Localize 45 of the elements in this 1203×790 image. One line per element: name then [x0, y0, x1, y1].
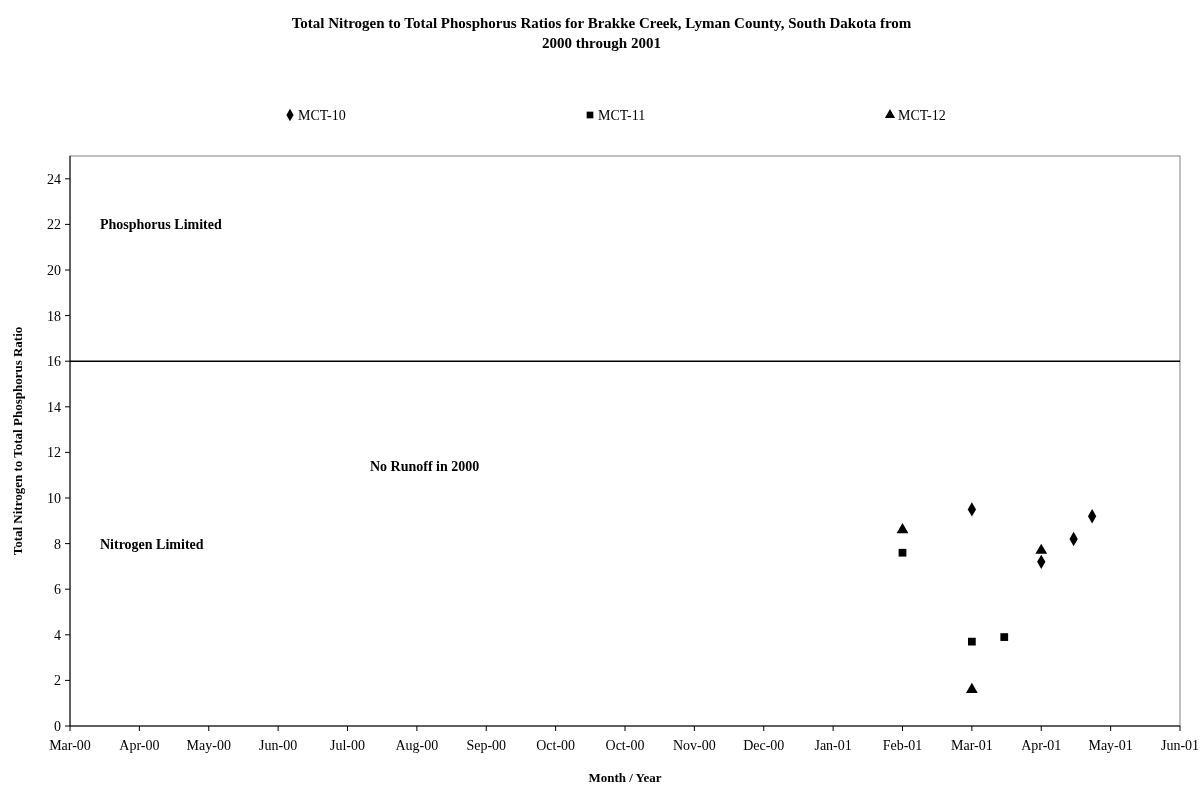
point [968, 637, 976, 646]
point [1000, 633, 1009, 641]
x-tick-label: Jun-00 [259, 738, 298, 753]
chart-title: Total Nitrogen to Total Phosphorus Ratios for Brakke Creek, Lyman County, South Dakota from 2000 through 2001 [291, 15, 912, 51]
y-axis-title: Total Nitrogen to Total Phosphorus Ratio [10, 326, 25, 556]
y-tick-label: 12 [47, 445, 61, 461]
x-tick-label: May-00 [186, 738, 231, 753]
x-axis-title: Month / Year [588, 770, 662, 785]
x-tick-label: Feb-01 [882, 738, 923, 753]
point [896, 523, 909, 534]
x-tick-label: Jan-01 [814, 738, 852, 753]
x-tick-label: Jul-00 [330, 738, 365, 753]
y-tick-label: 18 [47, 308, 61, 324]
x-tick-label: May-01 [1088, 738, 1133, 753]
x-tick-label: Apr-01 [1021, 738, 1062, 753]
x-tick-label: Nov-00 [672, 738, 716, 753]
x-tick-label: Apr-00 [119, 738, 160, 753]
y-tick-label: 16 [47, 354, 61, 370]
annotation: Phosphorus Limited [100, 217, 222, 233]
point [898, 548, 907, 557]
y-tick-label: 14 [47, 399, 61, 415]
y-tick-label: 20 [47, 262, 61, 278]
y-tick-label: 0 [54, 718, 61, 734]
legend-label: MCT-12 [898, 108, 946, 123]
legend-label: MCT-10 [298, 108, 346, 123]
x-tick-label: Oct-00 [605, 738, 645, 753]
x-tick-label: Mar-00 [49, 738, 91, 753]
x-tick-label: Dec-00 [743, 738, 785, 753]
annotation: No Runoff in 2000 [370, 458, 480, 474]
annotation: Nitrogen Limited [100, 536, 204, 552]
x-tick-label: Sep-00 [466, 738, 507, 753]
x-tick-label: Aug-00 [395, 738, 439, 753]
y-tick-label: 8 [54, 536, 61, 552]
y-tick-label: 24 [47, 171, 61, 187]
y-tick-label: 2 [54, 673, 61, 689]
x-tick-label: Mar-01 [951, 738, 993, 753]
x-tick-label: Jun-01 [1160, 738, 1200, 753]
y-tick-label: 4 [54, 627, 61, 643]
point [965, 682, 978, 693]
legend-label: MCT-11 [598, 108, 646, 123]
y-tick-label: 10 [47, 490, 61, 506]
x-tick-label: Oct-00 [536, 738, 576, 753]
y-tick-label: 6 [54, 582, 61, 598]
point [1035, 543, 1048, 554]
y-tick-label: 22 [47, 217, 61, 233]
